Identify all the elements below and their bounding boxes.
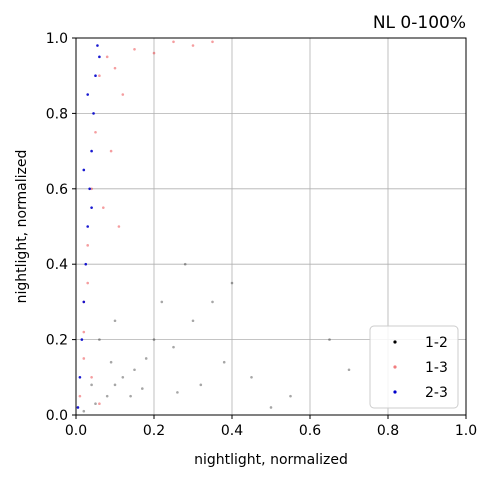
series-1-3 xyxy=(78,40,214,405)
y-tick-label: 0.0 xyxy=(46,408,68,424)
data-point xyxy=(82,409,86,413)
data-point xyxy=(172,345,175,349)
data-point xyxy=(86,244,89,247)
data-point xyxy=(328,338,331,341)
series-2-3 xyxy=(76,44,101,409)
grid-lines xyxy=(75,37,467,416)
y-tick-label: 0.4 xyxy=(46,257,68,273)
legend-marker-1-3 xyxy=(393,365,397,369)
chart-title: NL 0-100% xyxy=(373,13,466,33)
data-point xyxy=(86,93,89,96)
plot-frame xyxy=(75,37,467,416)
y-tick-label: 0.8 xyxy=(46,106,68,122)
data-point xyxy=(105,55,109,59)
y-tick-label: 0.6 xyxy=(46,182,68,198)
legend: 1-2 1-3 2-3 xyxy=(369,325,459,409)
legend-label-2-3: 2-3 xyxy=(425,385,448,401)
data-point xyxy=(102,206,105,209)
legend-marker-2-3 xyxy=(393,390,397,394)
x-axis-label: nightlight, normalized xyxy=(194,452,348,468)
x-tick-label: 1.0 xyxy=(455,423,477,439)
x-tick-label: 0.8 xyxy=(377,423,399,439)
data-point xyxy=(347,368,351,372)
data-point xyxy=(82,168,86,172)
data-point xyxy=(86,225,89,228)
data-point xyxy=(113,319,117,323)
x-tick-label: 0.2 xyxy=(143,423,165,439)
data-point xyxy=(86,281,89,285)
x-tick-label: 0.6 xyxy=(299,423,321,439)
data-point xyxy=(129,394,132,398)
data-point xyxy=(96,44,99,47)
y-tick-label: 1.0 xyxy=(46,31,68,47)
data-point xyxy=(269,406,273,409)
data-point xyxy=(82,357,86,360)
data-point xyxy=(121,93,125,96)
data-point xyxy=(199,383,203,387)
data-point xyxy=(90,376,93,379)
data-point xyxy=(90,149,93,153)
data-point xyxy=(90,187,93,191)
x-tick-label: 0.0 xyxy=(65,423,87,439)
data-point xyxy=(88,187,91,191)
data-point xyxy=(92,112,95,115)
data-point xyxy=(121,376,125,379)
data-point xyxy=(82,300,86,304)
data-point xyxy=(222,360,226,364)
legend-marker-1-2 xyxy=(393,340,397,344)
data-point xyxy=(78,394,82,398)
series-1-2 xyxy=(82,262,351,413)
data-point xyxy=(191,319,195,323)
data-point xyxy=(82,330,86,334)
data-point xyxy=(152,51,156,55)
data-point xyxy=(141,387,144,390)
data-point xyxy=(98,55,101,59)
data-point xyxy=(109,360,113,364)
data-point xyxy=(172,40,175,44)
data-point xyxy=(183,262,187,266)
x-tick-label: 0.4 xyxy=(221,423,243,439)
legend-label-1-2: 1-2 xyxy=(425,335,448,351)
data-point xyxy=(98,402,101,405)
series-layer xyxy=(76,40,351,413)
data-point xyxy=(152,338,156,341)
y-tick-label: 0.2 xyxy=(46,333,68,349)
data-point xyxy=(94,74,97,77)
data-point xyxy=(211,300,214,304)
data-point xyxy=(90,383,93,387)
data-point xyxy=(133,48,136,51)
data-point xyxy=(90,206,93,209)
data-point xyxy=(133,368,136,372)
data-point xyxy=(211,40,214,44)
data-point xyxy=(98,74,101,77)
data-point xyxy=(109,149,113,153)
data-point xyxy=(289,394,292,398)
data-point xyxy=(113,383,117,387)
data-point xyxy=(80,338,84,341)
data-point xyxy=(113,66,117,70)
data-point xyxy=(117,225,121,228)
data-point xyxy=(160,300,164,304)
data-point xyxy=(84,262,88,266)
legend-label-1-3: 1-3 xyxy=(425,360,448,376)
axis-ticks: 0.0 0.2 0.4 0.6 0.8 1.0 0.0 0.2 0.4 0.6 0.8 1.0 xyxy=(46,31,477,439)
data-point xyxy=(105,394,109,398)
data-point xyxy=(98,338,101,341)
data-point xyxy=(144,357,148,360)
data-point xyxy=(94,402,97,405)
data-point xyxy=(76,406,80,409)
y-axis-label: nightlight, normalized xyxy=(14,150,30,304)
data-point xyxy=(78,376,82,379)
data-point xyxy=(94,130,97,134)
data-point xyxy=(176,391,179,394)
data-point xyxy=(191,44,195,47)
data-point xyxy=(250,376,253,379)
data-point xyxy=(230,281,234,285)
legend-box xyxy=(369,325,459,409)
